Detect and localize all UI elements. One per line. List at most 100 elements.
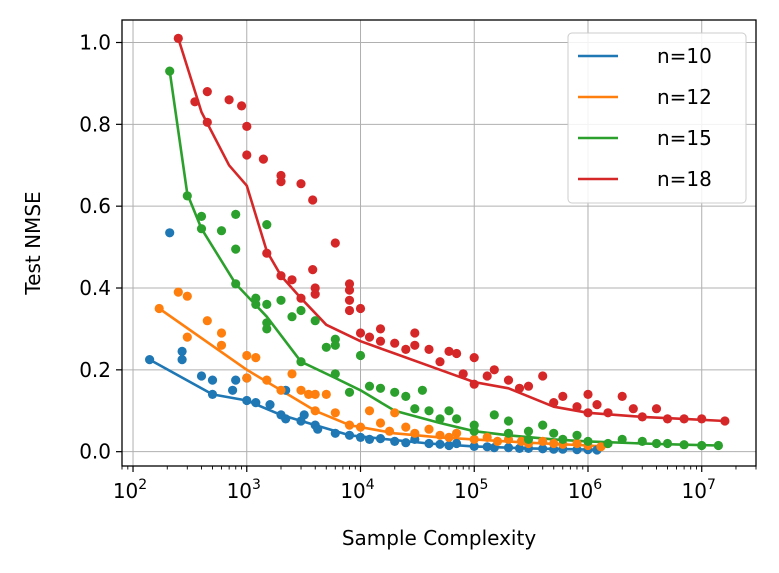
data-point-n=18 xyxy=(375,336,386,346)
x-tick-exponent: 3 xyxy=(252,477,261,493)
data-point-n=18 xyxy=(424,344,434,354)
data-point-n=12 xyxy=(424,424,434,434)
data-point-n=12 xyxy=(262,375,272,385)
data-point-n=10 xyxy=(401,438,411,448)
data-point-n=12 xyxy=(516,436,527,446)
data-point-n=15 xyxy=(651,438,662,449)
data-point-n=18 xyxy=(410,340,420,350)
data-point-n=10 xyxy=(299,410,309,420)
data-point-n=12 xyxy=(202,316,212,326)
data-point-n=12 xyxy=(596,442,606,452)
data-point-n=15 xyxy=(355,350,366,361)
data-point-n=10 xyxy=(344,430,355,440)
data-point-n=15 xyxy=(364,381,375,391)
x-tick-exponent: 4 xyxy=(366,477,375,493)
data-point-n=12 xyxy=(444,432,454,442)
data-point-n=15 xyxy=(165,66,175,76)
data-point-n=10 xyxy=(424,438,434,449)
data-point-n=10 xyxy=(330,428,340,438)
x-ticks: 102 103 104 105 106 107 xyxy=(113,466,757,503)
data-point-n=18 xyxy=(697,414,707,424)
data-point-n=12 xyxy=(410,428,420,438)
data-point-n=18 xyxy=(592,400,602,410)
data-point-n=18 xyxy=(637,412,647,422)
data-point-n=15 xyxy=(713,440,724,451)
data-point-n=15 xyxy=(330,369,340,379)
data-point-n=15 xyxy=(503,428,514,438)
data-point-n=10 xyxy=(313,424,323,434)
data-point-n=18 xyxy=(310,289,320,299)
plot-frame xyxy=(121,19,757,467)
data-point-n=15 xyxy=(410,404,420,414)
data-point-n=12 xyxy=(549,438,559,449)
data-point-n=15 xyxy=(262,299,272,309)
data-point-n=10 xyxy=(177,355,187,365)
data-point-n=12 xyxy=(182,291,192,301)
y-tick-label: 0.8 xyxy=(79,112,111,136)
data-point-n=10 xyxy=(265,400,275,410)
data-point-n=15 xyxy=(231,244,241,254)
data-point-n=10 xyxy=(355,432,366,442)
data-point-n=12 xyxy=(173,287,183,297)
x-tick-base: 10 xyxy=(113,479,138,503)
data-point-n=18 xyxy=(173,33,183,44)
data-point-n=12 xyxy=(310,389,320,399)
data-point-n=18 xyxy=(401,344,411,354)
data-point-n=12 xyxy=(296,385,306,395)
x-tick-base: 10 xyxy=(340,479,365,503)
data-point-n=18 xyxy=(237,101,247,111)
data-point-n=18 xyxy=(296,293,306,303)
data-point-n=15 xyxy=(390,387,400,397)
data-point-n=15 xyxy=(182,191,192,201)
data-point-n=12 xyxy=(375,418,386,428)
data-point-n=12 xyxy=(435,430,445,440)
data-point-n=10 xyxy=(514,443,525,453)
data-point-n=15 xyxy=(424,406,434,416)
y-tick-label: 0.4 xyxy=(79,276,111,300)
data-point-n=12 xyxy=(154,303,164,314)
data-point-n=18 xyxy=(503,375,514,385)
data-point-n=10 xyxy=(435,439,445,449)
data-point-n=15 xyxy=(503,416,514,426)
data-point-n=18 xyxy=(296,179,306,189)
data-point-n=15 xyxy=(583,436,593,446)
data-point-n=15 xyxy=(287,312,297,322)
data-point-n=10 xyxy=(364,434,375,444)
x-tick-exponent: 7 xyxy=(707,477,716,493)
data-point-n=12 xyxy=(390,408,400,418)
data-point-n=12 xyxy=(182,332,192,342)
y-tick-label: 0.6 xyxy=(79,194,111,218)
x-axis-label: Sample Complexity xyxy=(342,526,536,550)
data-point-n=18 xyxy=(390,338,400,348)
data-point-n=15 xyxy=(262,220,272,230)
data-point-n=15 xyxy=(344,387,355,397)
x-tick-label: 102 xyxy=(113,477,147,503)
data-point-n=15 xyxy=(662,438,673,449)
data-point-n=10 xyxy=(503,443,514,453)
data-point-n=18 xyxy=(558,391,568,401)
data-point-n=12 xyxy=(492,436,503,446)
data-point-n=15 xyxy=(417,385,427,395)
data-point-n=10 xyxy=(207,389,218,399)
data-point-n=15 xyxy=(296,305,306,316)
data-point-n=18 xyxy=(375,324,386,334)
data-point-n=12 xyxy=(384,426,395,436)
data-point-n=10 xyxy=(538,444,548,454)
x-tick-label: 107 xyxy=(682,477,716,503)
data-point-n=18 xyxy=(583,389,593,399)
x-tick-label: 105 xyxy=(454,477,488,503)
data-point-n=12 xyxy=(216,340,227,350)
data-point-n=12 xyxy=(482,432,492,442)
data-point-n=10 xyxy=(375,434,386,444)
data-point-n=15 xyxy=(401,391,411,401)
data-point-n=18 xyxy=(720,416,730,426)
data-point-n=18 xyxy=(410,328,420,338)
x-tick-label: 106 xyxy=(568,477,602,503)
data-point-n=18 xyxy=(662,414,673,424)
data-point-n=18 xyxy=(435,357,445,367)
data-point-n=12 xyxy=(452,428,462,438)
y-axis-label: Test NMSE xyxy=(21,191,45,295)
y-ticks: 0.0 0.2 0.4 0.6 0.8 1.0 xyxy=(79,31,122,464)
data-point-n=12 xyxy=(216,328,227,338)
data-point-n=18 xyxy=(276,271,286,281)
